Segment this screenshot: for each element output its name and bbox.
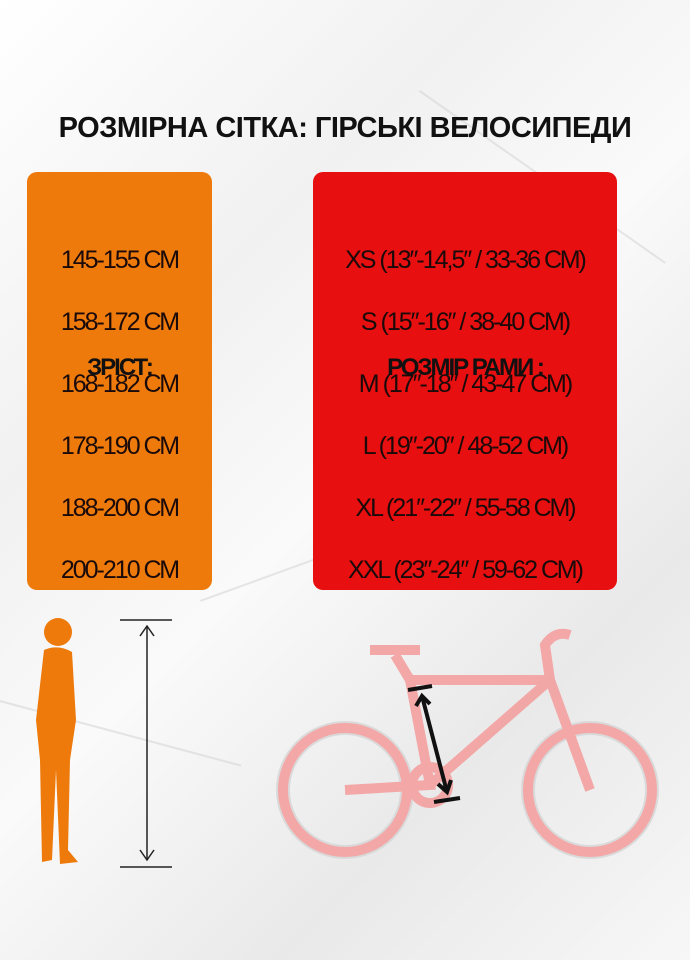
frame-row: XXL (23″-24″ / 59-62 СМ) bbox=[348, 556, 584, 584]
height-row: 188-200 СМ bbox=[60, 494, 180, 522]
person-silhouette-icon bbox=[36, 618, 78, 864]
height-header: ЗРІСТ: bbox=[87, 354, 154, 381]
frame-row: M (17″-18″ / 43-47 СМ) bbox=[358, 370, 573, 398]
bicycle-icon bbox=[276, 628, 659, 859]
height-column: ЗРІСТ: 145-155 СМ 158-172 СМ 168-182 СМ … bbox=[27, 172, 212, 590]
height-arrow-icon bbox=[120, 619, 172, 868]
frame-row: XL (21″-22″ / 55-58 СМ) bbox=[355, 494, 576, 522]
frame-row: L (19″-20″ / 48-52 СМ) bbox=[362, 432, 570, 460]
frame-size-column: РОЗМІР РАМИ : XS (13″-14,5″ / 33-36 СМ) … bbox=[313, 172, 617, 590]
frame-row: S (15″-16″ / 38-40 СМ) bbox=[360, 308, 571, 336]
height-row: 168-182 СМ bbox=[60, 370, 180, 398]
page-title: РОЗМІРНА СІТКА: ГІРСЬКІ ВЕЛОСИПЕДИ bbox=[58, 112, 632, 144]
frame-header: РОЗМІР РАМИ : bbox=[387, 354, 545, 381]
height-row: 178-190 СМ bbox=[60, 432, 180, 460]
height-row: 145-155 СМ bbox=[60, 246, 180, 274]
frame-row: XS (13″-14,5″ / 33-36 СМ) bbox=[345, 246, 587, 274]
height-row: 158-172 СМ bbox=[60, 308, 180, 336]
height-row: 200-210 СМ bbox=[60, 556, 180, 584]
